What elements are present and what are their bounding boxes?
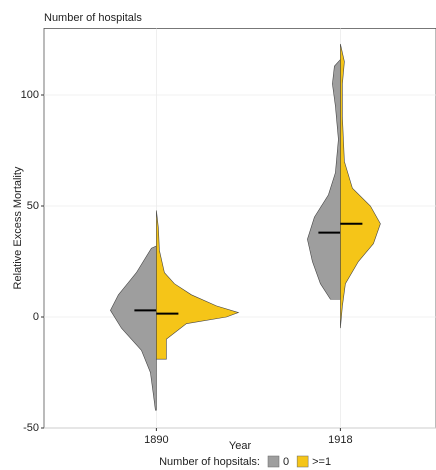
legend-label: 0	[283, 456, 289, 468]
violin-half	[307, 58, 341, 300]
legend-swatch	[267, 455, 280, 468]
violin-half	[110, 245, 157, 411]
x-axis-label: Year	[229, 440, 252, 452]
legend: Number of hopsitals: 0 >=1	[159, 455, 331, 468]
x-tick-label: 1890	[144, 434, 168, 446]
chart-title: Number of hospitals	[44, 12, 142, 24]
y-tick-label: 100	[21, 89, 39, 101]
y-tick-label: -50	[23, 422, 39, 434]
y-axis-label: Relative Excess Mortality	[12, 166, 24, 289]
violin-half	[340, 43, 381, 329]
legend-title: Number of hopsitals:	[159, 456, 260, 468]
legend-label: >=1	[312, 456, 331, 468]
x-tick-label: 1918	[328, 434, 352, 446]
y-tick-label: 50	[27, 200, 39, 212]
y-tick-label: 0	[33, 311, 39, 323]
legend-swatch	[296, 455, 309, 468]
violin-half	[156, 210, 240, 360]
